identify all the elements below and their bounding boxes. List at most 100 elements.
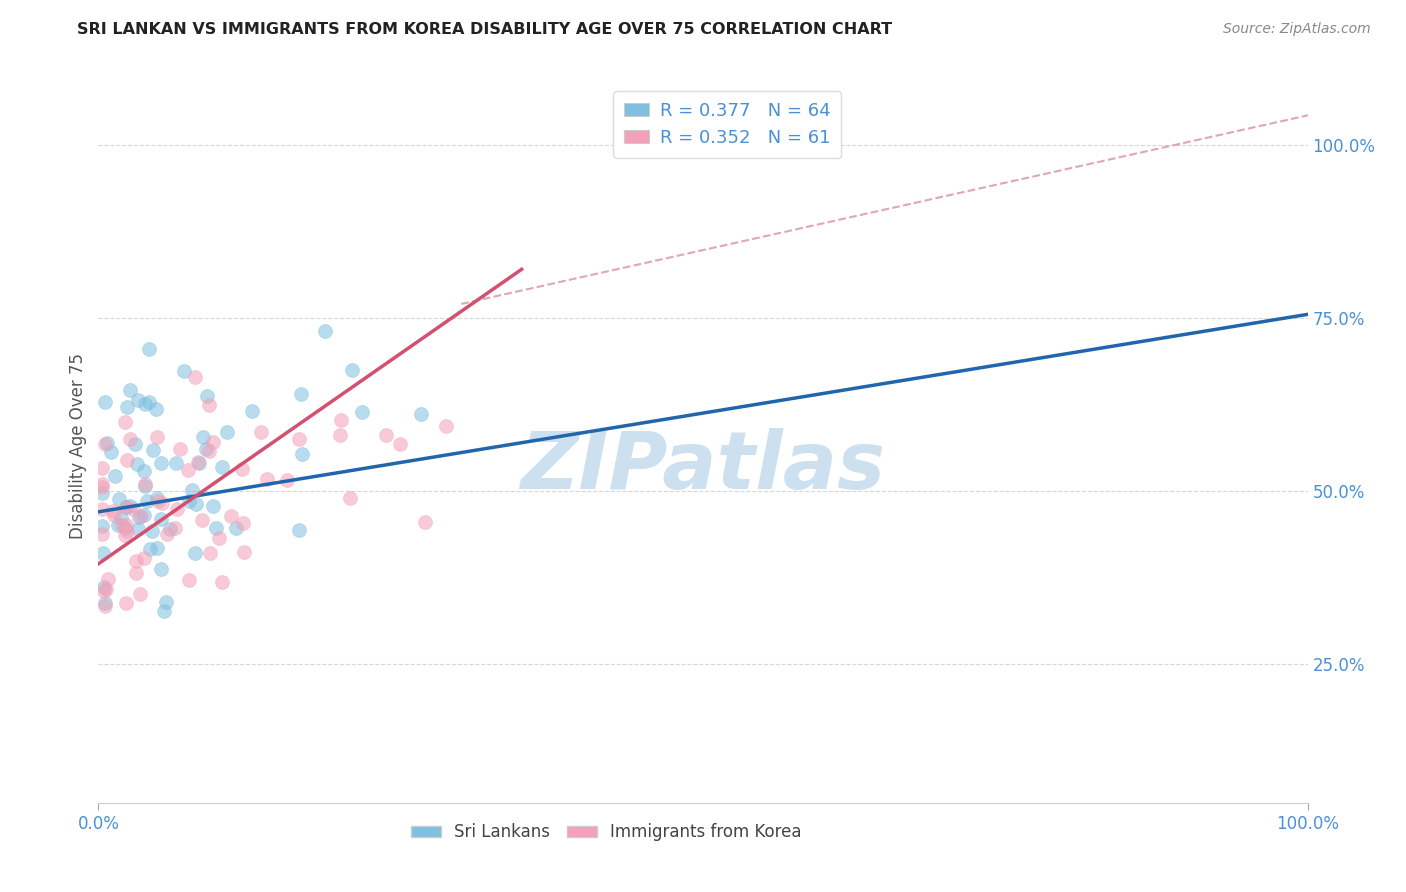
Point	[219, 508, 242, 523]
Point	[195, 388, 218, 402]
Point	[101, 503, 124, 517]
Point	[114, 596, 136, 610]
Point	[150, 562, 173, 576]
Point	[375, 428, 398, 442]
Point	[132, 508, 155, 522]
Point	[211, 460, 233, 475]
Point	[94, 599, 117, 613]
Point	[330, 413, 353, 427]
Point	[159, 522, 181, 536]
Point	[232, 516, 254, 531]
Point	[145, 401, 167, 416]
Point	[91, 546, 114, 560]
Point	[388, 436, 411, 450]
Point	[208, 531, 231, 545]
Point	[115, 452, 138, 467]
Point	[141, 524, 163, 538]
Point	[150, 496, 173, 510]
Point	[200, 546, 222, 560]
Point	[127, 522, 149, 536]
Point	[111, 518, 134, 533]
Point	[136, 494, 159, 508]
Point	[231, 461, 253, 475]
Text: ZIPatlas: ZIPatlas	[520, 428, 886, 507]
Point	[249, 425, 271, 439]
Point	[146, 491, 169, 505]
Point	[114, 415, 136, 429]
Point	[340, 362, 363, 376]
Point	[155, 595, 177, 609]
Point	[291, 447, 314, 461]
Point	[232, 545, 254, 559]
Point	[107, 518, 129, 533]
Point	[288, 523, 311, 537]
Point	[183, 369, 205, 384]
Point	[96, 435, 118, 450]
Point	[184, 497, 207, 511]
Legend: Sri Lankans, Immigrants from Korea: Sri Lankans, Immigrants from Korea	[404, 817, 808, 848]
Point	[183, 546, 205, 560]
Point	[134, 397, 156, 411]
Point	[411, 407, 433, 421]
Point	[181, 483, 204, 498]
Point	[91, 460, 114, 475]
Point	[205, 521, 228, 535]
Point	[134, 478, 156, 492]
Point	[329, 428, 352, 442]
Point	[201, 500, 224, 514]
Point	[94, 436, 117, 450]
Point	[194, 442, 217, 456]
Point	[131, 509, 153, 524]
Point	[93, 584, 115, 599]
Point	[118, 383, 141, 397]
Point	[188, 456, 211, 470]
Point	[127, 393, 149, 408]
Y-axis label: Disability Age Over 75: Disability Age Over 75	[69, 353, 87, 539]
Point	[93, 580, 115, 594]
Point	[124, 436, 146, 450]
Point	[104, 469, 127, 483]
Point	[153, 604, 176, 618]
Point	[114, 500, 136, 514]
Point	[138, 395, 160, 409]
Point	[211, 574, 233, 589]
Point	[134, 476, 156, 491]
Point	[91, 519, 114, 533]
Point	[91, 486, 114, 500]
Point	[94, 582, 117, 597]
Point	[118, 433, 141, 447]
Point	[179, 573, 201, 587]
Point	[114, 521, 136, 535]
Point	[132, 464, 155, 478]
Point	[94, 395, 117, 409]
Point	[287, 432, 309, 446]
Point	[314, 324, 336, 338]
Point	[94, 596, 117, 610]
Point	[166, 501, 188, 516]
Point	[120, 500, 142, 514]
Point	[128, 510, 150, 524]
Point	[125, 566, 148, 580]
Text: Source: ZipAtlas.com: Source: ZipAtlas.com	[1223, 22, 1371, 37]
Point	[125, 457, 148, 471]
Point	[434, 419, 457, 434]
Point	[142, 442, 165, 457]
Point	[91, 526, 114, 541]
Point	[91, 477, 114, 491]
Point	[100, 444, 122, 458]
Point	[191, 430, 214, 444]
Point	[177, 494, 200, 508]
Point	[169, 442, 191, 456]
Point	[156, 527, 179, 541]
Point	[115, 400, 138, 414]
Text: SRI LANKAN VS IMMIGRANTS FROM KOREA DISABILITY AGE OVER 75 CORRELATION CHART: SRI LANKAN VS IMMIGRANTS FROM KOREA DISA…	[77, 22, 893, 37]
Point	[103, 508, 125, 522]
Point	[139, 542, 162, 557]
Point	[165, 456, 187, 470]
Point	[242, 404, 264, 418]
Point	[150, 456, 173, 470]
Point	[114, 500, 136, 515]
Point	[197, 398, 219, 412]
Point	[150, 512, 173, 526]
Point	[91, 480, 114, 494]
